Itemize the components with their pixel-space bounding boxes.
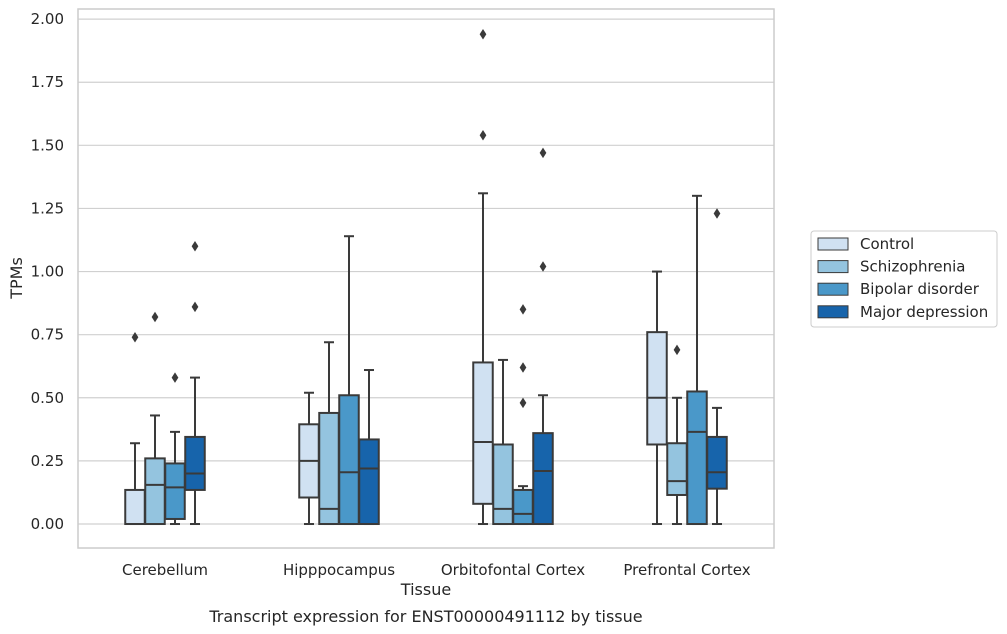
legend-swatch bbox=[817, 282, 849, 296]
box-group bbox=[492, 358, 514, 526]
box bbox=[318, 411, 340, 526]
legend-swatch bbox=[817, 305, 849, 319]
box bbox=[472, 361, 494, 505]
legend-label: Schizophrenia bbox=[860, 258, 965, 276]
box bbox=[124, 488, 146, 526]
box bbox=[686, 390, 708, 526]
outlier-point bbox=[539, 147, 547, 159]
chart-caption: Transcript expression for ENST0000049111… bbox=[208, 607, 642, 626]
outlier-point bbox=[539, 261, 547, 272]
box bbox=[358, 438, 380, 526]
box-group bbox=[472, 28, 494, 526]
box-group bbox=[706, 208, 728, 526]
y-tick-label: 2.00 bbox=[31, 10, 64, 28]
legend-swatch bbox=[817, 237, 849, 251]
y-tick-label: 0.25 bbox=[31, 452, 64, 470]
box bbox=[512, 488, 534, 526]
legend: Control Schizophrenia Bipolar disorder Majo… bbox=[810, 230, 998, 328]
outlier-point bbox=[479, 129, 487, 141]
outlier-point bbox=[479, 28, 487, 40]
outlier-point bbox=[519, 362, 527, 373]
outlier-point bbox=[131, 331, 139, 343]
box bbox=[666, 442, 688, 496]
box-group bbox=[164, 372, 186, 526]
box-group bbox=[532, 147, 554, 526]
outlier-point bbox=[191, 301, 199, 313]
outlier-point bbox=[171, 372, 179, 383]
y-tick-label: 0.00 bbox=[31, 515, 64, 533]
plot-area-frame bbox=[77, 8, 775, 549]
legend-label: Major depression bbox=[860, 303, 988, 321]
y-tick-label: 1.75 bbox=[31, 73, 64, 91]
box bbox=[706, 435, 728, 490]
y-axis-ticks: 0.00 0.25 0.50 0.75 1.00 1.25 1.50 1.75 2.00 bbox=[31, 10, 64, 533]
legend-label: Bipolar disorder bbox=[860, 280, 980, 298]
x-tick-label: Orbitofontal Cortex bbox=[441, 561, 585, 579]
y-tick-label: 1.25 bbox=[31, 199, 64, 217]
y-tick-label: 0.75 bbox=[31, 326, 64, 344]
x-tick-label: Hipppocampus bbox=[283, 561, 395, 579]
outlier-point bbox=[673, 344, 681, 356]
y-tick-label: 1.50 bbox=[31, 136, 64, 154]
x-tick-label: Cerebellum bbox=[122, 561, 208, 579]
box-group bbox=[686, 194, 708, 526]
x-axis-label: Tissue bbox=[400, 580, 451, 599]
box-groups bbox=[124, 28, 728, 526]
y-tick-label: 1.00 bbox=[31, 263, 64, 281]
outlier-point bbox=[191, 241, 199, 252]
box bbox=[532, 432, 554, 526]
box bbox=[184, 435, 206, 491]
box bbox=[492, 443, 514, 526]
outlier-point bbox=[151, 311, 159, 323]
outlier-point bbox=[519, 397, 527, 409]
box bbox=[338, 394, 360, 526]
box-group bbox=[338, 235, 360, 526]
legend-frame bbox=[810, 230, 998, 328]
x-tick-label: Prefrontal Cortex bbox=[623, 561, 750, 579]
y-tick-label: 0.50 bbox=[31, 389, 64, 407]
legend-label: Control bbox=[860, 235, 914, 253]
x-axis-ticks: Cerebellum Hipppocampus Orbitofontal Corte… bbox=[122, 561, 751, 579]
box-group bbox=[184, 241, 206, 526]
outlier-point bbox=[713, 208, 721, 219]
outlier-point bbox=[519, 304, 527, 315]
box bbox=[144, 457, 166, 526]
box-group bbox=[646, 270, 668, 526]
legend-swatch bbox=[817, 260, 849, 274]
box-group bbox=[124, 331, 146, 526]
box bbox=[164, 462, 186, 520]
box-group bbox=[358, 369, 380, 526]
box bbox=[646, 331, 668, 446]
y-axis-label: TPMs bbox=[7, 257, 26, 300]
